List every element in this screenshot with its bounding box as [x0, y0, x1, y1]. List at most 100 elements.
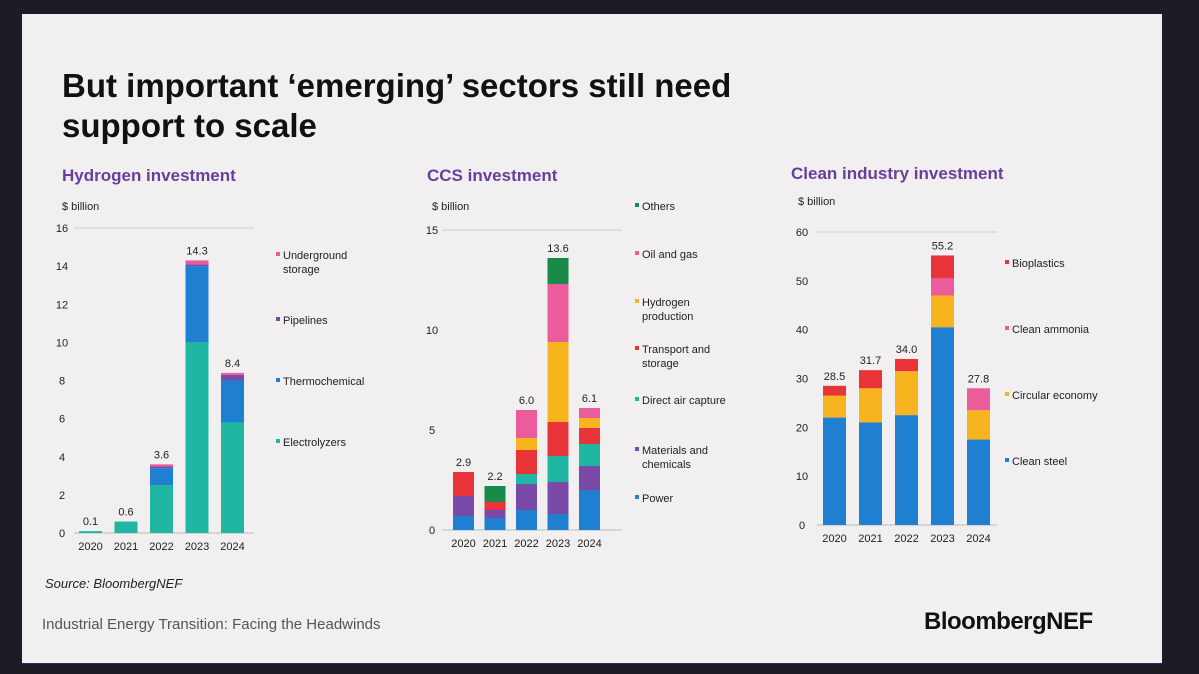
bar-segment-thermochemical: [185, 266, 209, 343]
x-tick-label: 2024: [220, 541, 244, 553]
bar-segment-clean-ammonia: [931, 278, 954, 296]
bar-total-label: 13.6: [547, 243, 568, 255]
slide-title: But important ‘emerging’ sectors still n…: [62, 67, 732, 144]
bar-segment-oil-and-gas: [579, 408, 600, 418]
x-tick-label: 2024: [577, 538, 601, 550]
bar-total-label: 8.4: [225, 358, 240, 370]
bar-segment-materials-and-chemicals: [516, 484, 537, 510]
bar-total-label: 55.2: [932, 240, 953, 252]
legend-swatch: [635, 495, 639, 499]
legend-label: Transport and: [642, 344, 710, 356]
y-tick-label: 2: [59, 490, 65, 502]
bar-segment-pipelines: [185, 264, 209, 267]
bar-segment-power: [516, 510, 537, 530]
bar-total-label: 2.2: [487, 471, 502, 483]
bar-segment-transport-and-storage: [547, 422, 569, 456]
legend-swatch: [635, 447, 639, 451]
y-tick-label: 40: [796, 325, 808, 337]
legend-label: Thermochemical: [283, 376, 364, 388]
bar-total-label: 34.0: [896, 344, 917, 356]
legend-label: Circular economy: [1012, 390, 1098, 402]
x-tick-label: 2024: [966, 533, 990, 545]
bar-total-label: 2.9: [456, 457, 471, 469]
bar-segment-electrolyzers: [221, 422, 244, 533]
bar-segment-oil-and-gas: [547, 284, 569, 342]
hydrogen-chart-title: Hydrogen investment: [62, 166, 236, 185]
bar-segment-transport-and-storage: [579, 428, 600, 444]
bar-segment-circular-economy: [967, 410, 990, 440]
y-tick-label: 5: [429, 425, 435, 437]
y-tick-label: 12: [56, 299, 68, 311]
y-tick-label: 10: [426, 325, 438, 337]
clean-industry-chart-title: Clean industry investment: [791, 164, 1004, 183]
legend-label: storage: [283, 264, 320, 276]
bar-segment-materials-and-chemicals: [579, 466, 600, 490]
bar-segment-thermochemical: [221, 380, 244, 423]
bar-segment-clean-steel: [931, 327, 954, 525]
legend-swatch: [1005, 392, 1009, 396]
bar-segment-clean-steel: [967, 439, 990, 525]
bar-segment-direct-air-capture: [516, 474, 537, 484]
x-tick-label: 2023: [546, 538, 570, 550]
bar-total-label: 28.5: [824, 371, 845, 383]
bar-segment-materials-and-chemicals: [547, 482, 569, 514]
legend-label: Direct air capture: [642, 395, 726, 407]
bar-total-label: 31.7: [860, 355, 881, 367]
bar-segment-electrolyzers: [114, 521, 138, 533]
legend-swatch: [1005, 458, 1009, 462]
bar-segment-clean-steel: [895, 415, 918, 525]
legend-swatch: [1005, 326, 1009, 330]
legend-label: Power: [642, 493, 674, 505]
bar-segment-bioplastics: [823, 385, 846, 396]
bar-segment-power: [547, 514, 569, 530]
legend-swatch: [635, 346, 639, 350]
y-tick-label: 50: [796, 276, 808, 288]
x-tick-label: 2022: [894, 533, 918, 545]
legend-swatch: [276, 378, 280, 382]
y-tick-label: 0: [799, 520, 805, 532]
bar-segment-clean-steel: [859, 422, 882, 525]
bar-segment-transport-and-storage: [516, 450, 537, 474]
bar-segment-oil-and-gas: [516, 410, 537, 438]
x-tick-label: 2022: [514, 538, 538, 550]
ccs-chart-title: CCS investment: [427, 166, 558, 185]
bar-segment-circular-economy: [895, 371, 918, 416]
legend-label: production: [642, 311, 693, 323]
legend-swatch: [276, 439, 280, 443]
bottom-rule: [22, 663, 1162, 664]
y-axis-unit-label: $ billion: [62, 201, 99, 213]
x-tick-label: 2022: [149, 541, 173, 553]
bar-segment-materials-and-chemicals: [484, 510, 506, 518]
legend-label: Underground: [283, 250, 347, 262]
bloombergnef-logo: BloombergNEF: [924, 608, 1093, 635]
bar-segment-underground-storage: [150, 464, 173, 467]
legend-label: Bioplastics: [1012, 258, 1065, 270]
bar-segment-others: [484, 486, 506, 502]
legend-label: Others: [642, 201, 676, 213]
x-tick-label: 2021: [114, 541, 138, 553]
bar-segment-circular-economy: [823, 395, 846, 418]
y-tick-label: 14: [56, 261, 68, 273]
legend-swatch: [1005, 260, 1009, 264]
bar-segment-electrolyzers: [79, 531, 102, 533]
x-tick-label: 2020: [451, 538, 475, 550]
bar-segment-power: [484, 518, 506, 530]
y-axis-unit-label: $ billion: [798, 196, 835, 208]
legend-swatch: [635, 251, 639, 255]
bar-segment-bioplastics: [859, 370, 882, 389]
bar-segment-transport-and-storage: [484, 502, 506, 510]
bar-segment-others: [547, 258, 569, 284]
legend-label: Electrolyzers: [283, 437, 346, 449]
slide: But important ‘emerging’ sectors still n…: [22, 14, 1162, 664]
y-tick-label: 16: [56, 223, 68, 235]
x-tick-label: 2020: [78, 541, 102, 553]
bar-segment-pipelines: [221, 374, 244, 381]
legend-label: storage: [642, 358, 679, 370]
y-tick-label: 10: [796, 471, 808, 483]
bar-total-label: 27.8: [968, 373, 989, 385]
bar-segment-direct-air-capture: [579, 444, 600, 466]
charts-canvas: $ billion 0 2 4 6 8 10 12 14 16 0.1 2020 0.6 2021 3.6 2…: [56, 196, 1098, 553]
footer-text: Industrial Energy Transition: Facing the…: [42, 616, 381, 633]
y-tick-label: 60: [796, 227, 808, 239]
bar-total-label: 0.1: [83, 516, 98, 528]
